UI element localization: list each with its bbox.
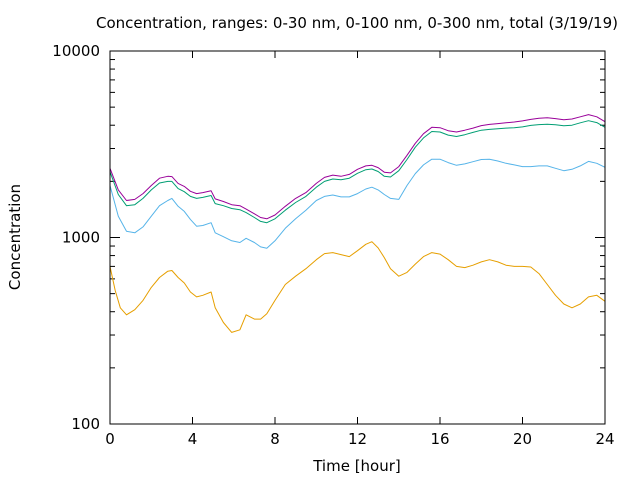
x-tick-label: 16 (430, 430, 449, 448)
y-tick-label: 10000 (52, 42, 100, 60)
y-tick-label: 1000 (62, 229, 100, 247)
plot-frame (109, 50, 606, 425)
series-line-1 (109, 241, 606, 333)
y-axis-label: Concentration (6, 184, 24, 290)
x-tick-label: 20 (513, 430, 532, 448)
x-tick-label: 12 (348, 430, 367, 448)
x-tick-label: 0 (105, 430, 115, 448)
y-tick-label: 100 (71, 415, 100, 433)
series-line-3 (109, 120, 606, 224)
series-line-2 (109, 158, 606, 249)
x-tick-label: 24 (595, 430, 614, 448)
x-axis-label: Time [hour] (312, 457, 401, 475)
chart-title: Concentration, ranges: 0-30 nm, 0-100 nm… (96, 14, 618, 32)
x-tick-label: 4 (188, 430, 198, 448)
x-tick-label: 8 (270, 430, 280, 448)
series-lines (109, 114, 606, 333)
series-line-4 (109, 114, 606, 220)
